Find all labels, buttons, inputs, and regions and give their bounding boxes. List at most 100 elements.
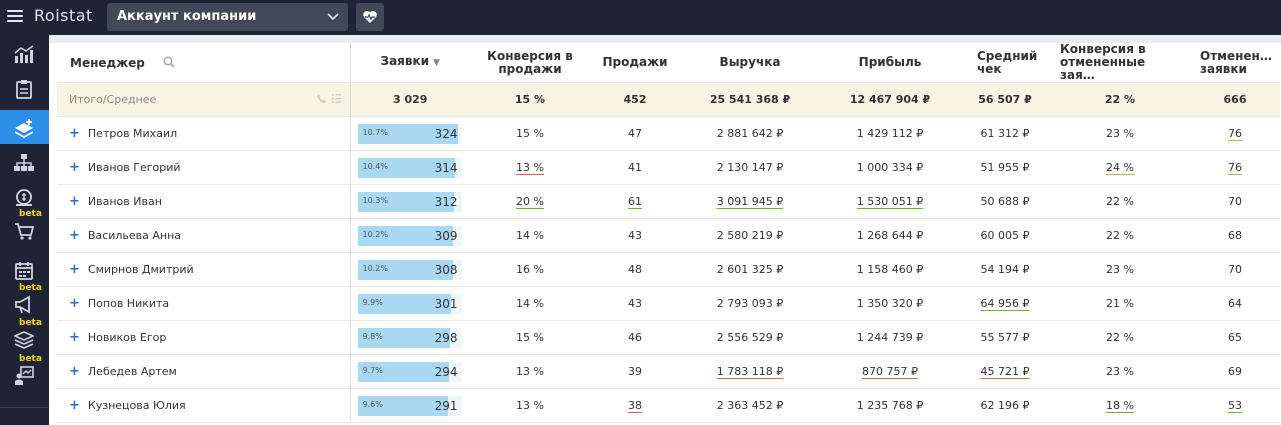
summary-row: Итого/Среднее 3 029 15 % 452 25 541 368 … (57, 82, 1280, 117)
sales-cell-value: 61 (628, 195, 642, 208)
sales-cell: 41 (590, 150, 680, 185)
expand-plus-icon[interactable]: + (69, 296, 80, 311)
requests-cell[interactable]: 9.9% 301 (349, 286, 470, 321)
col-cancel-conversion[interactable]: Конверсия в отмененные зая… (1050, 43, 1190, 83)
col-manager[interactable]: Менеджер (57, 43, 350, 83)
sidebar-item-megaphone[interactable]: beta (0, 283, 49, 321)
sidebar-item-clipboard[interactable] (0, 71, 49, 105)
col-profit[interactable]: Прибыль (820, 43, 960, 83)
expand-plus-icon[interactable]: + (69, 160, 80, 175)
calendar-icon (15, 262, 33, 280)
cancel-conversion-cell-value: 23 % (1106, 263, 1134, 276)
manager-cell[interactable]: + Новиков Егор (57, 320, 350, 355)
col-avg-check[interactable]: Средний чек (960, 43, 1050, 83)
requests-cell[interactable]: 10.2% 309 (349, 218, 470, 253)
sales-cell-value: 43 (628, 229, 642, 242)
table-row[interactable]: + Кузнецова Юлия 9.6% 291 13 % 38 2 363 452 ₽ 1… (57, 388, 1280, 423)
revenue-cell[interactable]: 1 783 118 ₽ (680, 354, 820, 389)
expand-plus-icon[interactable]: + (69, 194, 80, 209)
requests-cell[interactable]: 9.7% 294 (349, 354, 470, 389)
cancel-conversion-cell[interactable]: 24 % (1050, 150, 1190, 185)
expand-plus-icon[interactable]: + (69, 330, 80, 345)
table-row[interactable]: + Смирнов Дмитрий 10.2% 308 16 % 48 2 601 325 … (57, 252, 1280, 287)
cancel-conversion-cell[interactable]: 18 % (1050, 388, 1190, 423)
profit-cell[interactable]: 870 757 ₽ (820, 354, 960, 389)
conversion-cell[interactable]: 13 % (470, 150, 590, 185)
requests-cell[interactable]: 9.6% 291 (349, 388, 470, 423)
logo[interactable]: Roistat (34, 6, 93, 25)
search-icon[interactable] (163, 55, 175, 68)
requests-value: 324 (434, 127, 458, 141)
manager-cell[interactable]: + Смирнов Дмитрий (57, 252, 350, 287)
list-icon[interactable] (331, 93, 342, 104)
avg-check-cell[interactable]: 64 956 ₽ (960, 286, 1050, 321)
expand-plus-icon[interactable]: + (69, 398, 80, 413)
col-cancelled[interactable]: Отменен… заявки (1190, 43, 1280, 83)
manager-cell[interactable]: + Иванов Иван (57, 184, 350, 219)
summary-cancel-conversion: 22 % (1050, 82, 1190, 117)
profit-cell: 1 429 112 ₽ (820, 116, 960, 151)
table-row[interactable]: + Иванов Гегорий 10.4% 314 13 % 41 2 130 147 ₽… (57, 150, 1280, 185)
sales-cell-value: 48 (628, 263, 642, 276)
requests-cell[interactable]: 9.8% 298 (349, 320, 470, 355)
requests-share: 9.6% (362, 400, 383, 409)
menu-icon[interactable] (7, 9, 23, 23)
table-header: Менеджер Заявки ▼ Конверсия в продажи Про… (57, 43, 1280, 83)
cancelled-cell[interactable]: 53 (1190, 388, 1280, 423)
profit-cell: 1 268 644 ₽ (820, 218, 960, 253)
sales-cell: 39 (590, 354, 680, 389)
table-row[interactable]: + Васильева Анна 10.2% 309 14 % 43 2 580 219 ₽… (57, 218, 1280, 253)
managers-table: Менеджер Заявки ▼ Конверсия в продажи Про… (57, 43, 1280, 423)
expand-plus-icon[interactable]: + (69, 126, 80, 141)
expand-plus-icon[interactable]: + (69, 364, 80, 379)
table-row[interactable]: + Петров Михаил 10.7% 324 15 % 47 2 881 642 ₽ 1… (57, 116, 1280, 151)
cancelled-cell-value: 53 (1228, 399, 1242, 412)
requests-cell[interactable]: 10.3% 312 (349, 184, 470, 219)
col-conversion[interactable]: Конверсия в продажи (470, 43, 590, 83)
revenue-cell-value: 1 783 118 ₽ (716, 365, 784, 378)
profit-cell[interactable]: 1 530 051 ₽ (820, 184, 960, 219)
sidebar-item-org-structure[interactable] (0, 145, 49, 179)
requests-bar: 9.7% 294 (357, 362, 462, 382)
manager-cell[interactable]: + Кузнецова Юлия (57, 388, 350, 423)
sidebar-item-stack[interactable]: beta (0, 318, 49, 356)
sidebar-item-calendar[interactable] (0, 253, 49, 287)
requests-cell[interactable]: 10.2% 308 (349, 252, 470, 287)
profit-cell-value: 1 350 320 ₽ (856, 297, 924, 310)
sales-cell[interactable]: 61 (590, 184, 680, 219)
account-select[interactable]: Аккаунт компании (107, 3, 348, 31)
conversion-cell[interactable]: 20 % (470, 184, 590, 219)
sidebar-item-cart[interactable]: beta (0, 209, 49, 247)
avg-check-cell-value: 45 721 ₽ (980, 365, 1030, 378)
col-revenue[interactable]: Выручка (680, 43, 820, 83)
manager-cell[interactable]: + Васильева Анна (57, 218, 350, 253)
revenue-cell[interactable]: 3 091 945 ₽ (680, 184, 820, 219)
sidebar-item-money-bag[interactable] (0, 180, 49, 214)
phone-icon[interactable] (316, 93, 327, 104)
table-row[interactable]: + Лебедев Артем 9.7% 294 13 % 39 1 783 118 ₽ 87… (57, 354, 1280, 389)
sidebar-item-layers-add[interactable] (0, 110, 49, 144)
cancelled-cell[interactable]: 76 (1190, 116, 1280, 151)
sidebar-item-analytics-chart[interactable] (0, 37, 49, 71)
col-sales[interactable]: Продажи (590, 43, 680, 83)
cancelled-cell[interactable]: 76 (1190, 150, 1280, 185)
sales-cell[interactable]: 38 (590, 388, 680, 423)
health-button[interactable] (356, 3, 384, 31)
requests-value: 314 (434, 161, 458, 175)
manager-cell[interactable]: + Попов Никита (57, 286, 350, 321)
requests-cell[interactable]: 10.4% 314 (349, 150, 470, 185)
profit-cell: 1 000 334 ₽ (820, 150, 960, 185)
sidebar-item-person-board[interactable]: beta (0, 354, 49, 392)
manager-cell[interactable]: + Иванов Гегорий (57, 150, 350, 185)
avg-check-cell-value: 61 312 ₽ (980, 127, 1030, 140)
manager-cell[interactable]: + Лебедев Артем (57, 354, 350, 389)
expand-plus-icon[interactable]: + (69, 262, 80, 277)
requests-cell[interactable]: 10.7% 324 (349, 116, 470, 151)
avg-check-cell[interactable]: 45 721 ₽ (960, 354, 1050, 389)
table-row[interactable]: + Попов Никита 9.9% 301 14 % 43 2 793 093 ₽ 1 3… (57, 286, 1280, 321)
table-row[interactable]: + Новиков Егор 9.8% 298 15 % 46 2 556 529 ₽ 1 2… (57, 320, 1280, 355)
table-row[interactable]: + Иванов Иван 10.3% 312 20 % 61 3 091 945 ₽ 1 5… (57, 184, 1280, 219)
expand-plus-icon[interactable]: + (69, 228, 80, 243)
manager-cell[interactable]: + Петров Михаил (57, 116, 350, 151)
col-requests[interactable]: Заявки ▼ (349, 43, 470, 83)
